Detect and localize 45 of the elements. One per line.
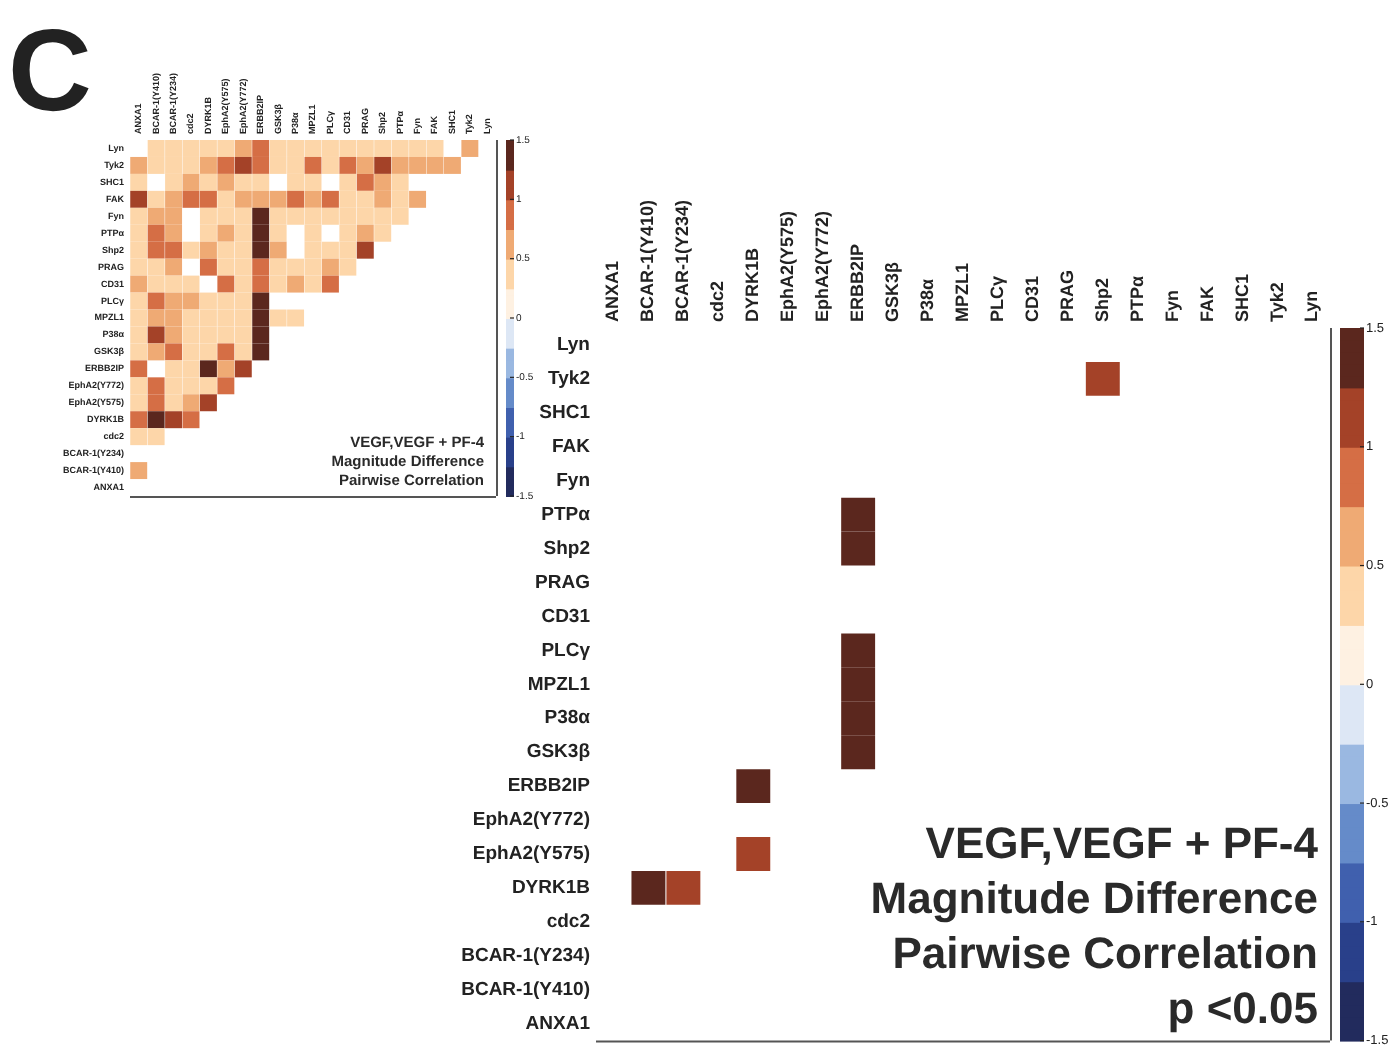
x-tick-label: MPZL1 [951, 262, 972, 322]
y-tick-label: BCAR-1(Y234) [461, 945, 590, 968]
x-tick-label: cdc2 [707, 280, 728, 322]
x-tick-label: DYRK1B [742, 246, 763, 322]
y-tick-label: Lyn [556, 334, 591, 357]
annotation: p <0.05 [1167, 982, 1318, 1033]
x-tick-label: EphA2(Y575) [777, 210, 798, 322]
y-tick-label: PTPα [541, 503, 591, 526]
x-tick-label: EphA2(Y772) [812, 210, 833, 322]
x-tick-label: Lyn [1301, 290, 1322, 322]
x-tick-label: Shp2 [1091, 277, 1112, 322]
x-tick-label: Fyn [1161, 289, 1182, 322]
y-tick-label: PRAG [535, 571, 590, 594]
y-tick-label: Shp2 [543, 537, 590, 560]
y-tick-label: P38α [544, 707, 591, 730]
y-tick-label: SHC1 [539, 402, 592, 425]
y-tick-label: Fyn [556, 469, 591, 492]
x-tick-label: CD31 [1021, 275, 1042, 322]
chart-title: C [8, 4, 92, 138]
x-tick-label: PTPα [1126, 274, 1147, 322]
annotation: VEGF,VEGF + PF-4 [925, 817, 1320, 868]
x-tick-label: PRAG [1056, 269, 1077, 322]
x-tick-label: FAK [1196, 285, 1217, 322]
y-tick-label: EphA2(Y772) [472, 809, 590, 832]
y-tick-label: ANXA1 [525, 1012, 592, 1035]
y-tick-label: PLCγ [541, 639, 592, 662]
x-tick-label: P38α [917, 277, 938, 322]
x-tick-label: Tyk2 [1266, 282, 1287, 322]
x-tick-label: BCAR-1(Y234) [672, 199, 693, 322]
y-tick-label: EphA2(Y575) [472, 843, 590, 866]
y-tick-label: MPZL1 [527, 673, 592, 696]
y-tick-label: DYRK1B [511, 877, 591, 900]
y-tick-label: Tyk2 [548, 368, 590, 391]
x-tick-label: GSK3β [882, 260, 903, 322]
x-tick-label: PLCγ [986, 275, 1007, 322]
y-tick-label: FAK [552, 436, 591, 459]
annotation: Magnitude Difference [870, 872, 1318, 923]
x-tick-label: SHC1 [1231, 273, 1252, 322]
y-tick-label: BCAR-1(Y410) [461, 978, 590, 1001]
y-tick-label: GSK3β [526, 741, 591, 764]
y-tick-label: ERBB2IP [507, 775, 592, 798]
y-tick-label: cdc2 [546, 911, 590, 934]
y-tick-label: CD31 [541, 605, 592, 628]
annotation: Pairwise Correlation [892, 927, 1318, 978]
x-tick-label: ERBB2IP [847, 243, 868, 322]
